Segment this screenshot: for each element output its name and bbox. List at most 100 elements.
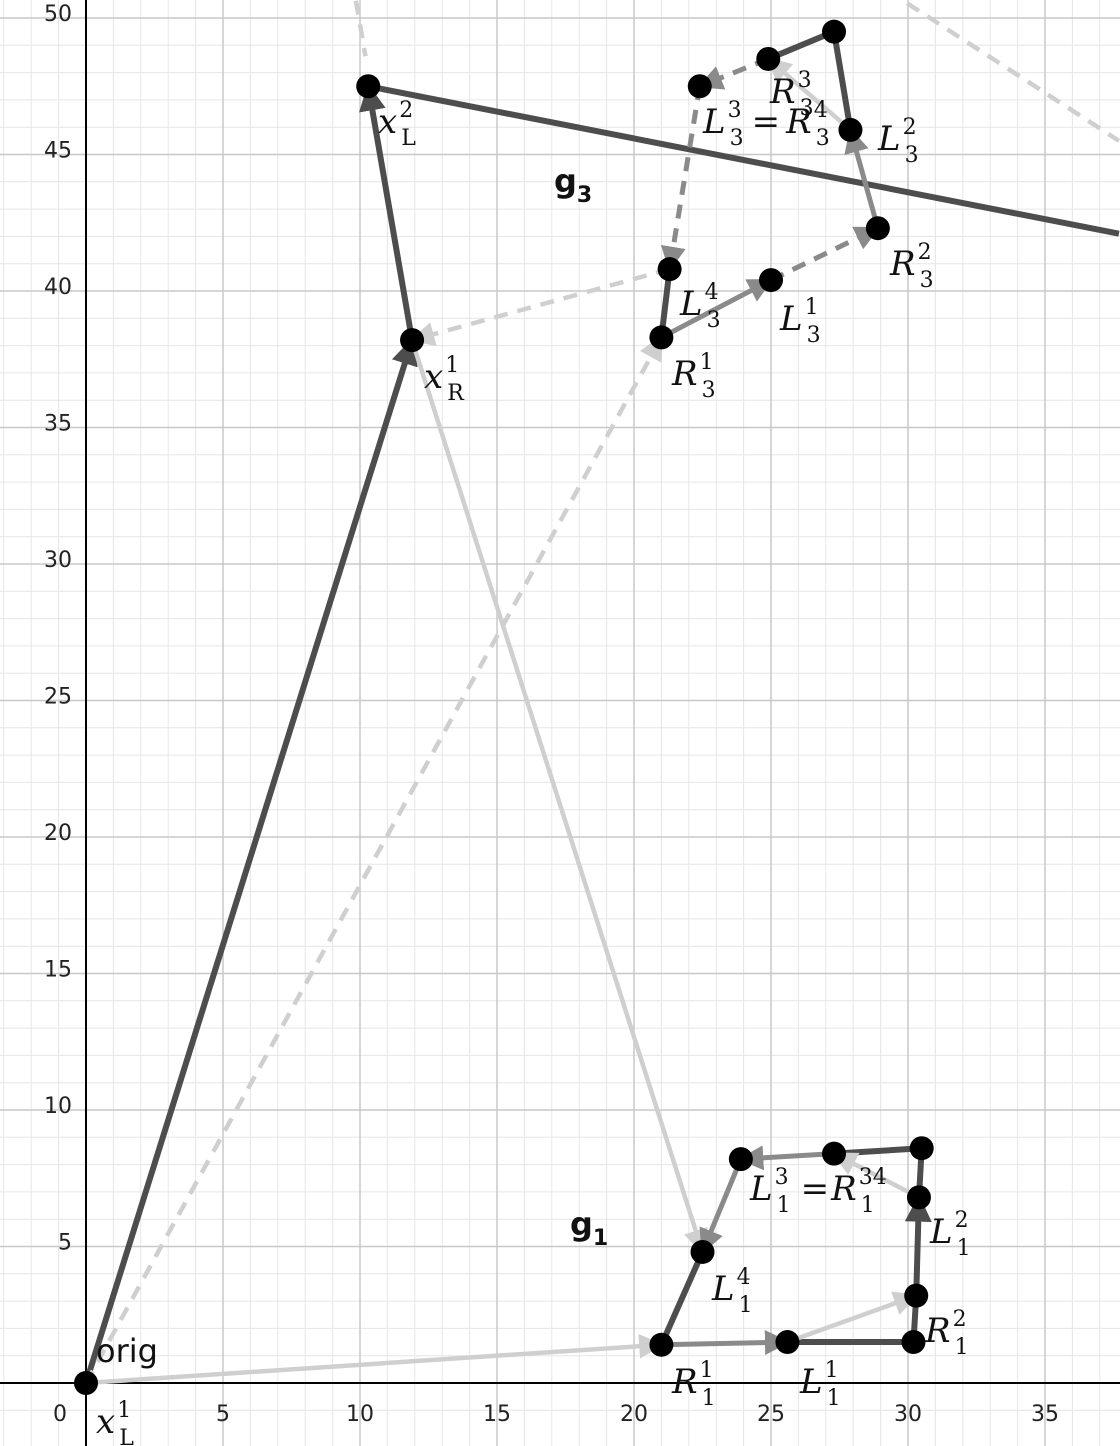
- label-L1-1-base: L: [799, 1362, 823, 1402]
- segment-xR1-to-g1L4: [409, 339, 708, 1255]
- label-L3-3-eq-R3-4: L3 3 = R4 3: [702, 98, 830, 151]
- label-L1-3-base: L: [749, 1169, 773, 1209]
- label-L3-1-sub: 3: [807, 323, 821, 348]
- label-L1-1: L1 1: [799, 1358, 841, 1411]
- point-g1-TR: [909, 1136, 934, 1161]
- label-R1-1-sub: 1: [702, 1386, 716, 1411]
- label-R1-4-sup: 4: [873, 1165, 887, 1190]
- label-g1-sub: 1: [593, 1226, 608, 1251]
- y-tick-label: 25: [44, 685, 72, 710]
- label-L1-1-sub: 1: [827, 1386, 841, 1411]
- x-tick-label: 35: [1031, 1402, 1059, 1427]
- point-g3-L2: [838, 117, 863, 142]
- label-L3-3-equals: =: [752, 102, 781, 142]
- label-g3-sub: 3: [577, 183, 592, 208]
- label-R3-1-sup: 1: [700, 350, 714, 375]
- label-L3-2: L2 3: [877, 115, 919, 168]
- x-tick-label: 25: [757, 1402, 785, 1427]
- point-g3-L3: [687, 74, 712, 99]
- label-L3-2-sup: 2: [903, 115, 917, 140]
- point-g3-R2: [865, 216, 890, 241]
- point-g3-L4: [657, 257, 682, 282]
- label-R1-2-sub: 1: [955, 1335, 969, 1360]
- y-tick-label: 35: [44, 412, 72, 437]
- label-R1-1: R1 1: [671, 1358, 716, 1411]
- label-R1-3-base: R: [830, 1169, 857, 1209]
- point-g1-L1: [775, 1330, 800, 1355]
- segment-g1-R1-L1: [661, 1330, 790, 1356]
- segment-g1-L3-L4: [699, 1158, 744, 1255]
- point-g1-R2: [901, 1330, 926, 1355]
- label-R1-3-sup: 3: [859, 1165, 873, 1190]
- label-L1-4-sub: 1: [739, 1293, 753, 1318]
- label-L3-1: L1 3: [779, 295, 821, 348]
- axis-tick-labels: 0 5 10 15 20 25 30 35 5 10 15 20 25 30 35 40 45 50: [44, 2, 1059, 1427]
- point-orig: [74, 1371, 98, 1395]
- point-g3-R3: [756, 46, 781, 71]
- x-tick-label: 20: [620, 1402, 648, 1427]
- segment-top-left-dashed: [353, 0, 368, 57]
- segment-g3-L1-R2: [769, 225, 881, 283]
- y-tick-label: 50: [44, 2, 72, 27]
- label-R1-2-base: R: [924, 1311, 951, 1351]
- label-L1-2-base: L: [929, 1212, 953, 1252]
- segment-orig-to-g3R1-dashed: [84, 335, 664, 1385]
- diagram-points: [74, 19, 934, 1395]
- point-xL2: [356, 74, 381, 99]
- label-orig: orig: [96, 1332, 158, 1370]
- label-R3-1-sub: 3: [702, 378, 716, 403]
- point-xR1: [400, 328, 425, 353]
- segment-g1-L1-R2b: [786, 1291, 919, 1345]
- label-R3-3-sub: 3: [800, 96, 814, 121]
- label-L1-3-sub: 1: [777, 1193, 791, 1218]
- point-g3-L1: [759, 268, 783, 293]
- label-L3-1-sup: 1: [805, 295, 819, 320]
- label-L1-2-sub: 1: [957, 1236, 971, 1261]
- label-R1-3-sub: 1: [861, 1193, 875, 1218]
- label-R3-2-sub: 3: [920, 268, 934, 293]
- label-R1-2: R2 1: [924, 1307, 969, 1360]
- label-x-R-1: x1 R: [424, 353, 465, 406]
- label-x-L-2-base: x: [378, 102, 397, 142]
- label-x-R-1-sup: 1: [445, 353, 459, 378]
- segment-g1-L4-R1: [658, 1250, 706, 1346]
- y-tick-label: 15: [44, 958, 72, 983]
- y-tick-label: 5: [58, 1231, 72, 1256]
- label-x-L-2-sub: L: [401, 126, 416, 151]
- label-L3-2-base: L: [877, 119, 901, 159]
- label-R3-4-sup: 4: [814, 98, 828, 123]
- label-L3-4-sub: 3: [707, 308, 721, 333]
- y-tick-label: 30: [44, 548, 72, 573]
- segment-g1-R3-L3: [738, 1145, 835, 1171]
- y-tick-label: 45: [44, 139, 72, 164]
- diagram-segments: [83, 0, 1120, 1386]
- label-L3-1-base: L: [779, 299, 803, 339]
- x-tick-label: 10: [346, 1402, 374, 1427]
- label-R3-1: R1 3: [671, 350, 716, 403]
- label-x-L-1-sub: L: [119, 1426, 134, 1446]
- point-g3-Top: [822, 19, 847, 44]
- label-x-R-1-base: x: [424, 357, 443, 397]
- label-R1-1-base: R: [671, 1362, 698, 1402]
- segment-orig-to-xR1: [83, 337, 418, 1384]
- label-g1: g1: [570, 1205, 608, 1251]
- segment-g3-L3-L4: [660, 85, 703, 272]
- label-R3-2-base: R: [889, 244, 916, 284]
- label-L3-4-base: L: [679, 284, 703, 324]
- segment-g3-R2-L2: [844, 127, 881, 229]
- label-R3-4-base: R: [785, 102, 812, 142]
- point-g1-L3: [728, 1147, 753, 1172]
- segment-separating-line: [367, 83, 1120, 237]
- label-R3-3: R3 3: [769, 68, 814, 121]
- label-g3-base: g: [554, 162, 577, 200]
- point-g1-L2: [906, 1185, 931, 1210]
- label-x-L-1-base: x: [96, 1402, 115, 1442]
- label-L1-2: L2 1: [929, 1208, 971, 1261]
- y-tick-label: 20: [44, 821, 72, 846]
- label-L1-4-sup: 4: [737, 1265, 751, 1290]
- label-R3-3-sup: 3: [798, 68, 812, 93]
- label-L1-2-sup: 2: [955, 1208, 969, 1233]
- label-g3: g3: [554, 162, 592, 208]
- segment-g3L4-to-xR1-dashed: [409, 266, 671, 347]
